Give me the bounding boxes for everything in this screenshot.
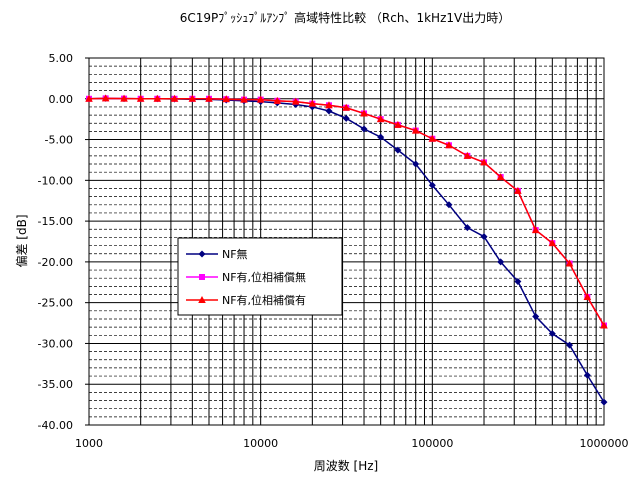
legend-label: NF有,位相補償無 [222, 270, 306, 284]
data-point-diamond [566, 341, 574, 349]
data-point-diamond [532, 313, 540, 321]
data-point-triangle [256, 95, 265, 103]
data-point-triangle [136, 94, 145, 102]
data-point-triangle [583, 292, 592, 300]
data-point-triangle [600, 321, 608, 329]
data-point-triangle [273, 96, 282, 104]
data-point-diamond [445, 201, 453, 209]
data-point-triangle [531, 226, 540, 234]
legend-label: NF無 [222, 247, 248, 261]
data-point-triangle [325, 101, 333, 109]
data-point-triangle [188, 94, 197, 102]
data-point-triangle [291, 97, 300, 105]
y-axis-ticks: 5.00 0.00 -5.00 -10.00 -15.00 -20.00 -25.00 -30… [38, 52, 89, 432]
x-tick-label: 1000000 [580, 437, 629, 450]
y-tick-label: -30.00 [38, 337, 73, 350]
y-tick-label: -35.00 [38, 378, 73, 391]
data-point-diamond [497, 258, 505, 266]
chart-title: 6C19Pﾌﾟｯｼｭﾌﾟﾙｱﾝﾌﾟ 高域特性比較 （Rch、1kHz1V出力時） [180, 10, 510, 25]
data-point-triangle [308, 99, 317, 107]
data-point-diamond [360, 125, 368, 133]
data-point-diamond [428, 181, 436, 189]
x-tick-label: 10000 [243, 437, 278, 450]
x-tick-label: 100000 [411, 437, 453, 450]
data-point-square [199, 274, 205, 280]
y-tick-label: -40.00 [38, 419, 73, 432]
data-point-diamond [600, 398, 608, 406]
data-point-diamond [548, 330, 556, 338]
data-point-diamond [325, 107, 333, 115]
plot-area [88, 57, 605, 426]
data-point-triangle [411, 126, 420, 134]
data-point-diamond [583, 371, 591, 379]
data-point-triangle [85, 94, 93, 102]
data-point-diamond [198, 250, 206, 258]
data-point-triangle [153, 94, 162, 102]
data-point-triangle [376, 115, 385, 123]
data-point-triangle [548, 239, 557, 247]
y-tick-label: 5.00 [49, 52, 74, 65]
y-tick-label: -20.00 [38, 256, 73, 269]
data-point-triangle [360, 109, 368, 117]
legend: NF無 NF有,位相補償無 NF有,位相補償有 [177, 237, 343, 316]
data-point-triangle [496, 173, 505, 181]
data-point-triangle [514, 186, 522, 194]
y-tick-label: -10.00 [38, 174, 73, 187]
data-point-triangle [480, 158, 488, 166]
y-tick-label: -25.00 [38, 297, 73, 310]
data-point-diamond [480, 233, 488, 241]
data-point-triangle [463, 151, 472, 159]
data-point-triangle [565, 259, 574, 267]
y-tick-label: -15.00 [38, 215, 73, 228]
legend-label: NF有,位相補償有 [222, 293, 306, 307]
data-point-triangle [428, 134, 437, 142]
data-point-triangle [222, 95, 231, 103]
x-axis-ticks: 1000 10000 100000 1000000 [75, 437, 629, 450]
data-point-triangle [101, 94, 110, 102]
data-point-triangle [342, 103, 351, 111]
data-point-diamond [377, 133, 385, 141]
series-triangle [85, 94, 608, 329]
x-tick-label: 1000 [75, 437, 103, 450]
data-point-triangle [198, 296, 206, 303]
y-tick-label: -5.00 [45, 134, 73, 147]
data-point-triangle [205, 94, 213, 102]
series-layer [85, 94, 608, 406]
y-axis-label: 偏差 [dB] [14, 214, 29, 267]
data-point-triangle [445, 141, 453, 149]
data-point-triangle [170, 94, 179, 102]
grid-lines [88, 57, 605, 426]
data-point-diamond [342, 114, 350, 122]
data-point-diamond [514, 277, 522, 285]
y-tick-label: 0.00 [49, 93, 74, 106]
data-point-triangle [394, 120, 402, 128]
data-point-triangle [240, 95, 248, 103]
data-point-triangle [120, 94, 128, 102]
data-point-diamond [412, 160, 420, 168]
x-axis-label: 周波数 [Hz] [314, 458, 379, 473]
data-point-diamond [394, 146, 402, 154]
data-point-diamond [463, 224, 471, 232]
